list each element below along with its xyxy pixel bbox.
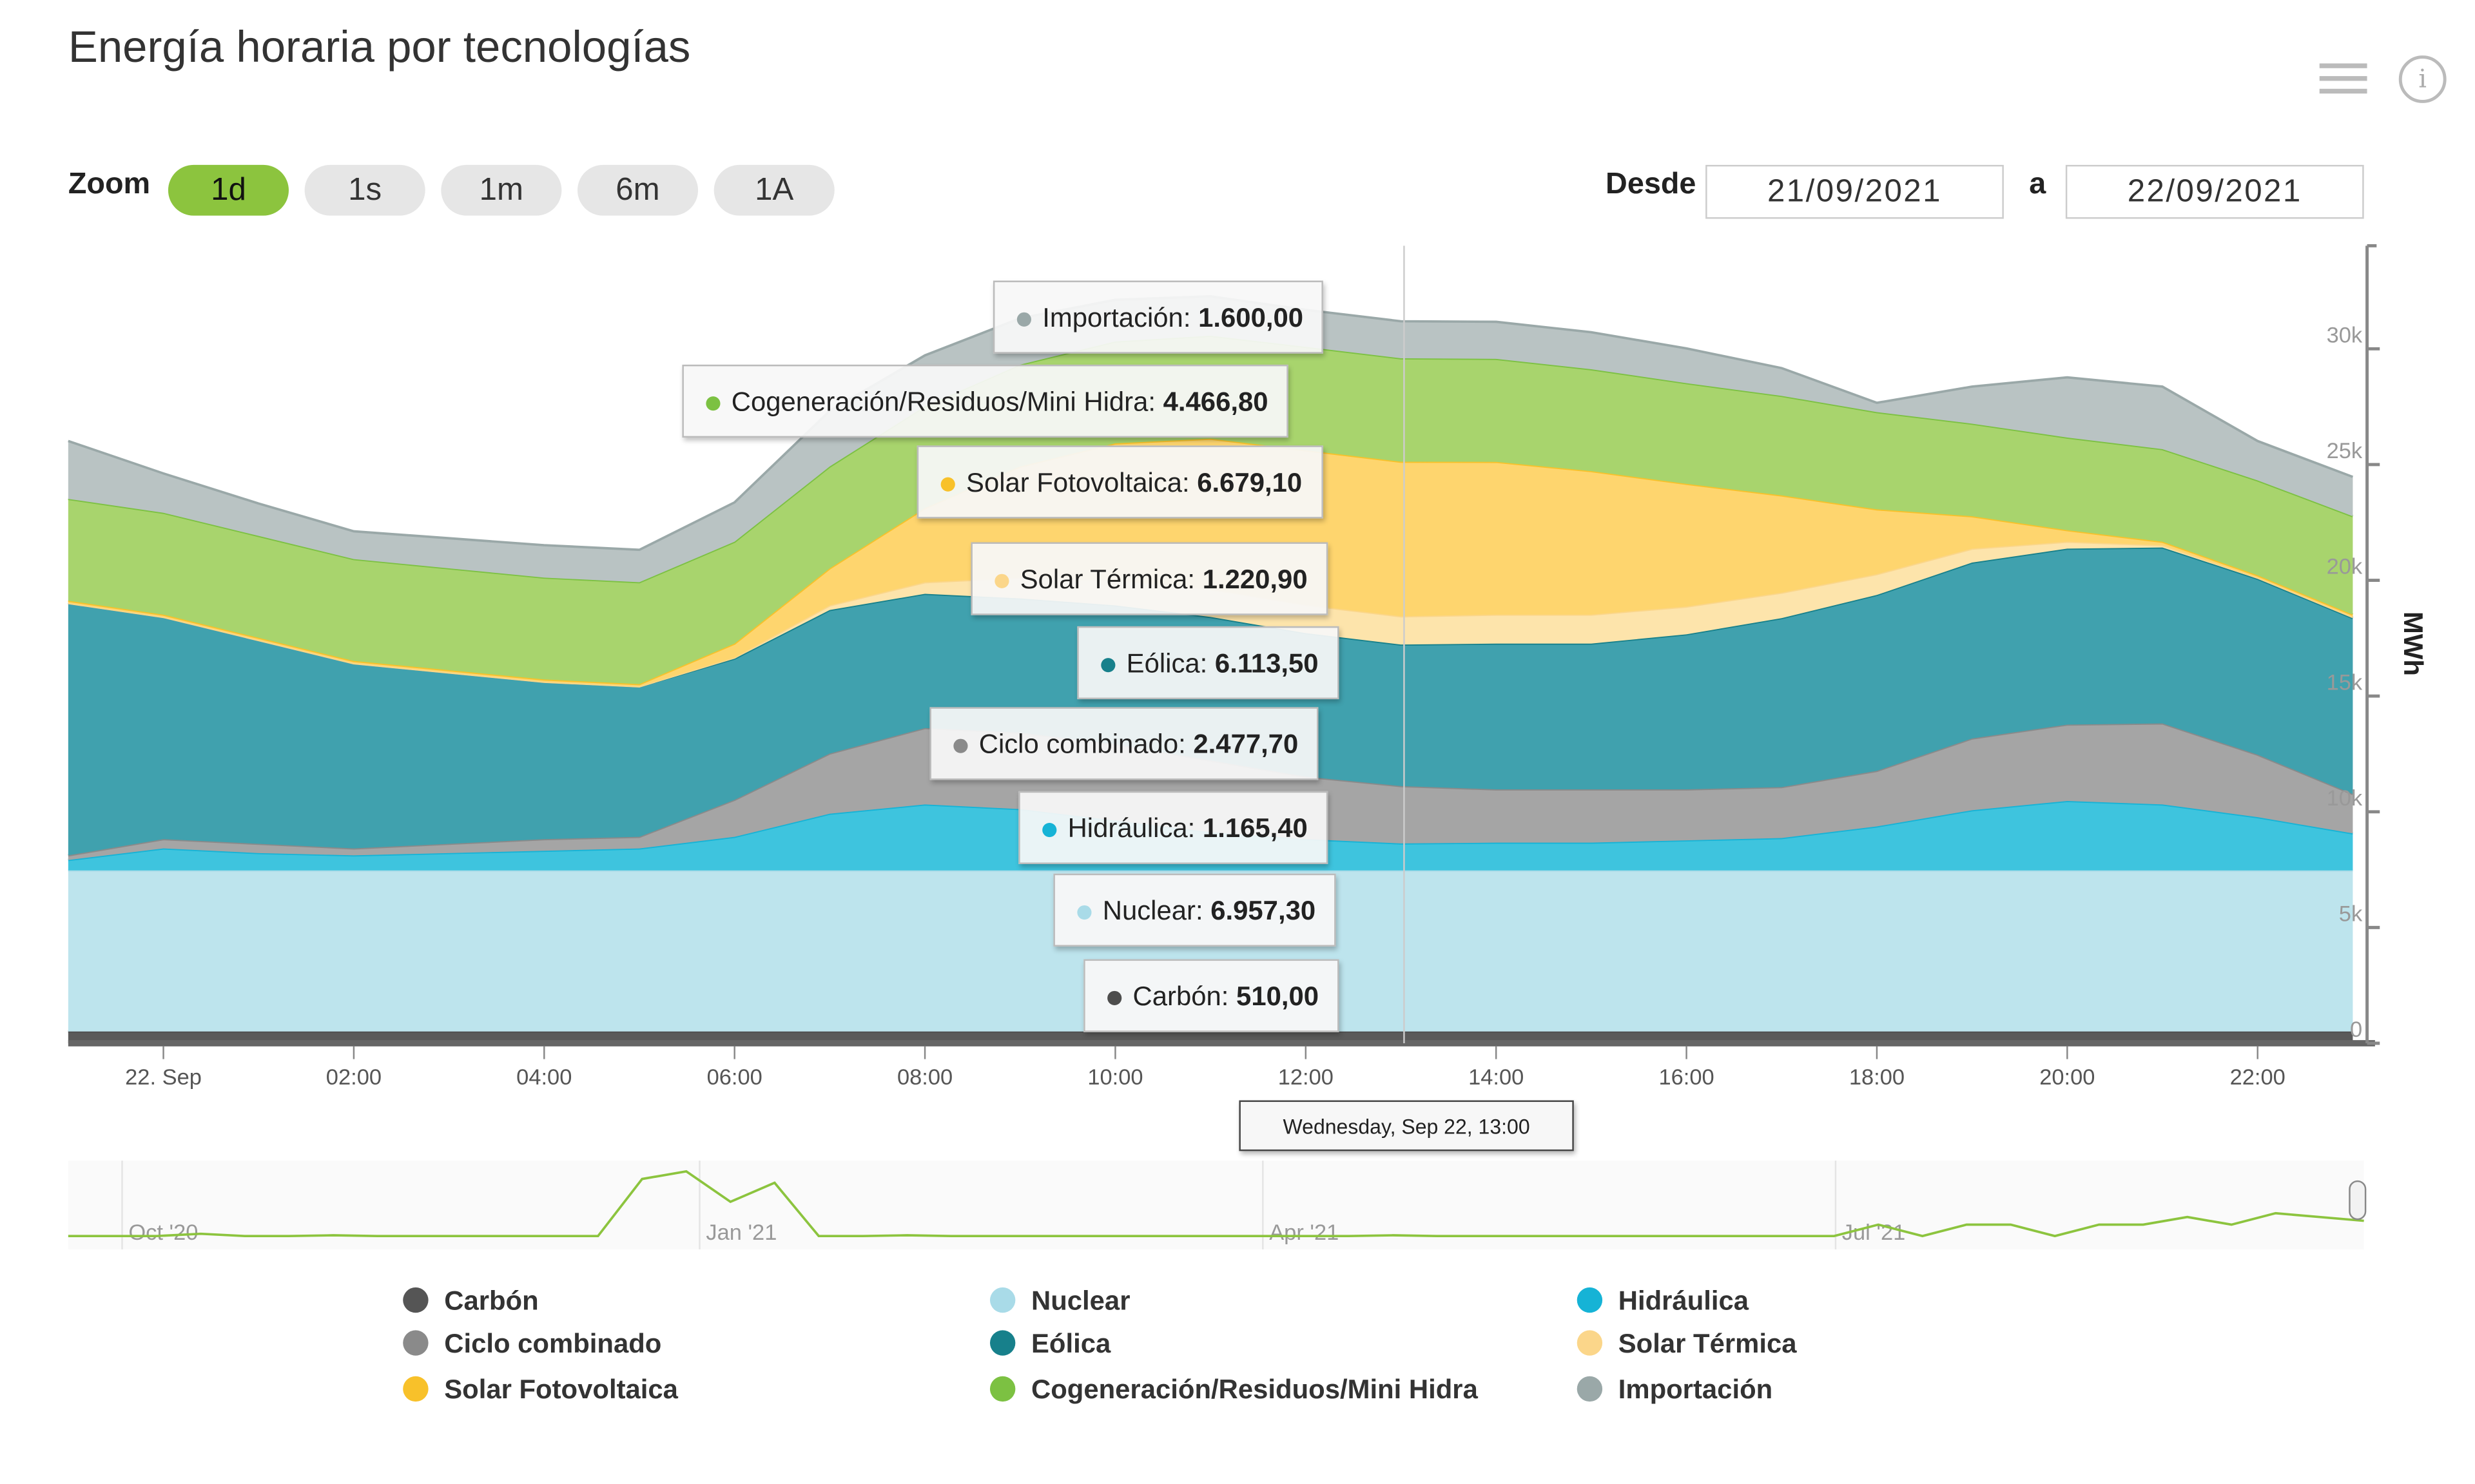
page-title: Energía horaria por tecnologías <box>68 22 691 72</box>
x-tick-label: 10:00 <box>1087 1065 1143 1090</box>
series-dot-icon <box>1042 823 1057 838</box>
to-date-input[interactable]: 22/09/2021 <box>2065 164 2364 219</box>
tooltip-solar-fotovoltaica: Solar Fotovoltaica: 6.679,10 <box>917 445 1323 519</box>
legend-ciclo-combinado[interactable]: Ciclo combinado <box>403 1329 661 1360</box>
series-dot-icon <box>1107 990 1122 1005</box>
navigator-label: Oct '20 <box>128 1220 198 1245</box>
y-tick-label: 15k <box>2327 670 2363 695</box>
x-tick-label: 16:00 <box>1658 1065 1714 1090</box>
hamburger-menu-icon[interactable] <box>2319 63 2367 95</box>
tooltip-hidraulica: Hidráulica: 1.165,40 <box>1018 791 1328 864</box>
crosshair-date-label: Wednesday, Sep 22, 13:00 <box>1239 1100 1574 1152</box>
zoom-1m-button[interactable]: 1m <box>441 164 562 216</box>
legend-cogeneracion[interactable]: Cogeneración/Residuos/Mini Hidra <box>989 1374 1478 1406</box>
series-dot-icon <box>1077 905 1092 920</box>
y-tick-label: 25k <box>2327 439 2363 463</box>
from-date-input[interactable]: 21/09/2021 <box>1705 164 2004 219</box>
series-dot-icon <box>1016 312 1031 327</box>
tooltip-nuclear: Nuclear: 6.957,30 <box>1053 873 1337 947</box>
zoom-6m-button[interactable]: 6m <box>577 164 699 216</box>
legend-eolica[interactable]: Eólica <box>989 1329 1111 1360</box>
x-tick-label: 08:00 <box>897 1065 953 1090</box>
legend-dot-icon <box>403 1376 429 1402</box>
navigator-label: Jan '21 <box>706 1220 777 1245</box>
to-label: a <box>2029 168 2046 202</box>
y-tick-label: 0 <box>2350 1017 2362 1042</box>
zoom-1a-button[interactable]: 1A <box>713 164 835 216</box>
area-nuclear <box>68 870 2353 1032</box>
legend-dot-icon <box>989 1287 1016 1313</box>
navigator-handle[interactable] <box>2349 1180 2367 1220</box>
legend-solar-fotovoltaica[interactable]: Solar Fotovoltaica <box>403 1374 678 1406</box>
y-tick-label: 30k <box>2327 323 2363 347</box>
series-dot-icon <box>995 573 1009 588</box>
x-tick-label: 12:00 <box>1278 1065 1334 1090</box>
tooltip-cogeneracion: Cogeneración/Residuos/Mini Hidra: 4.466,… <box>682 364 1289 438</box>
navigator-background[interactable] <box>68 1161 2364 1249</box>
x-tick-label: 20:00 <box>2039 1065 2095 1090</box>
info-icon[interactable]: i <box>2398 55 2447 103</box>
y-tick-label: 10k <box>2327 786 2363 811</box>
navigator-label: Apr '21 <box>1269 1220 1339 1245</box>
x-tick-label: 14:00 <box>1468 1065 1524 1090</box>
from-label: Desde <box>1606 168 1696 202</box>
series-dot-icon <box>706 396 721 411</box>
y-tick-label: 20k <box>2327 555 2363 579</box>
tooltip-ciclo-combinado: Ciclo combinado: 2.477,70 <box>929 707 1319 780</box>
zoom-1d-button[interactable]: 1d <box>168 164 289 216</box>
tooltip-eolica: Eólica: 6.113,50 <box>1077 626 1339 700</box>
x-tick-label: 06:00 <box>707 1065 762 1090</box>
x-tick-label: 22. Sep <box>125 1065 202 1090</box>
zoom-1s-button[interactable]: 1s <box>304 164 425 216</box>
legend-nuclear[interactable]: Nuclear <box>989 1286 1131 1317</box>
y-tick-label: 5k <box>2339 902 2363 927</box>
area-cogeneraci-n-residuos-mini-hidra <box>68 335 2353 684</box>
x-tick-label: 02:00 <box>326 1065 382 1090</box>
area-e-lica <box>68 547 2353 856</box>
navigator-series-line <box>68 1170 2364 1238</box>
legend-carbon[interactable]: Carbón <box>403 1286 539 1317</box>
legend-dot-icon <box>403 1287 429 1313</box>
legend-dot-icon <box>1577 1287 1603 1313</box>
legend-dot-icon <box>989 1376 1016 1402</box>
legend-dot-icon <box>403 1330 429 1356</box>
legend-dot-icon <box>1577 1376 1603 1402</box>
legend-importacion[interactable]: Importación <box>1577 1374 1772 1406</box>
legend-solar-termica[interactable]: Solar Térmica <box>1577 1329 1797 1360</box>
tooltip-importacion: Importación: 1.600,00 <box>993 280 1325 354</box>
legend-dot-icon <box>1577 1330 1603 1356</box>
legend-dot-icon <box>989 1330 1016 1356</box>
x-tick-label: 22:00 <box>2230 1065 2286 1090</box>
tooltip-carbon: Carbón: 510,00 <box>1083 959 1340 1032</box>
zoom-label: Zoom <box>68 168 151 202</box>
y-axis-title: MWh <box>2398 612 2428 676</box>
tooltip-solar-termica: Solar Térmica: 1.220,90 <box>971 542 1328 615</box>
legend-hidraulica[interactable]: Hidráulica <box>1577 1286 1749 1317</box>
series-dot-icon <box>953 738 968 753</box>
series-dot-icon <box>940 477 955 492</box>
x-tick-label: 18:00 <box>1849 1065 1905 1090</box>
x-tick-label: 04:00 <box>516 1065 572 1090</box>
series-dot-icon <box>1101 658 1116 673</box>
